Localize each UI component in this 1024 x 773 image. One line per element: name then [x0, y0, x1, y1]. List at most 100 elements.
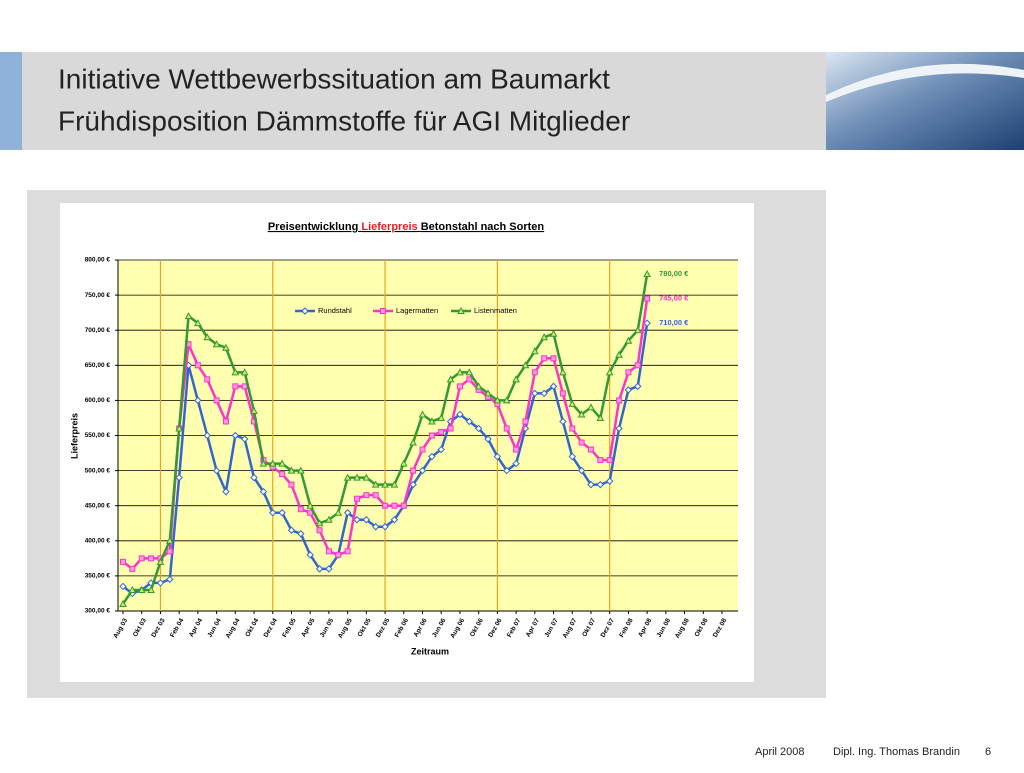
marker: [296, 466, 305, 474]
marker: [325, 565, 333, 573]
marker: [419, 446, 426, 453]
marker: [156, 557, 165, 565]
marker: [334, 508, 343, 516]
marker: [325, 548, 332, 555]
marker: [606, 457, 613, 464]
marker: [559, 368, 567, 376]
legend-label: Listenmatten: [474, 306, 517, 315]
marker: [409, 438, 417, 446]
marker: [597, 457, 604, 464]
marker: [502, 396, 511, 404]
marker: [549, 382, 558, 391]
marker: [633, 326, 642, 334]
slide-title: Initiative Wettbewerbssituation am Bauma…: [58, 63, 610, 94]
marker: [240, 435, 249, 443]
marker: [437, 445, 445, 454]
legend-marker: [457, 306, 465, 314]
marker: [513, 446, 520, 453]
marker: [306, 501, 315, 509]
marker: [569, 425, 576, 432]
y-tick-label: 600,00 €: [85, 397, 111, 404]
marker: [166, 575, 174, 584]
marker: [428, 452, 436, 461]
y-axis-label: Lieferpreis: [69, 413, 79, 459]
marker: [325, 515, 333, 523]
marker: [175, 473, 183, 482]
photo-roof: [826, 63, 1024, 102]
marker: [232, 383, 239, 390]
marker: [634, 382, 642, 391]
y-tick-label: 350,00 €: [85, 573, 111, 580]
marker: [493, 452, 502, 461]
marker: [512, 459, 520, 468]
marker: [250, 406, 258, 414]
y-tick-label: 650,00 €: [85, 362, 111, 369]
marker: [315, 519, 324, 527]
marker: [137, 585, 146, 593]
marker: [466, 376, 473, 383]
marker: [222, 418, 229, 425]
marker: [465, 417, 474, 426]
marker: [522, 418, 529, 425]
marker: [279, 471, 286, 478]
marker: [390, 516, 399, 524]
legend-label: Rundstahl: [318, 306, 352, 315]
marker: [203, 333, 212, 341]
marker: [372, 492, 379, 499]
marker: [596, 480, 605, 489]
marker: [605, 477, 614, 485]
marker: [531, 389, 539, 398]
marker: [605, 368, 614, 376]
y-tick-label: 550,00 €: [85, 432, 111, 439]
marker: [456, 410, 464, 419]
marker: [269, 509, 277, 517]
marker: [418, 410, 427, 418]
legend-marker: [380, 308, 386, 314]
marker: [287, 526, 296, 534]
y-tick-label: 700,00 €: [85, 327, 111, 334]
marker: [559, 390, 566, 397]
marker: [222, 343, 230, 351]
marker: [138, 555, 145, 562]
marker: [335, 551, 342, 558]
marker: [391, 502, 398, 509]
marker: [456, 383, 463, 390]
marker: [530, 347, 539, 355]
marker: [512, 375, 520, 383]
marker: [119, 582, 127, 591]
marker: [213, 397, 220, 404]
marker: [343, 473, 352, 481]
marker: [643, 269, 651, 278]
marker: [456, 368, 464, 376]
marker: [250, 473, 258, 482]
marker: [625, 369, 632, 376]
chart-title: Preisentwicklung Lieferpreis Betonstahl …: [268, 221, 545, 233]
marker: [540, 333, 549, 341]
marker: [418, 466, 427, 475]
marker: [615, 350, 623, 358]
marker: [203, 431, 211, 440]
marker: [288, 481, 295, 488]
marker: [148, 555, 155, 562]
marker: [231, 431, 240, 440]
marker: [577, 466, 586, 475]
slide-title: Frühdisposition Dämmstoffe für AGI Mitgl…: [58, 105, 630, 136]
marker: [474, 424, 483, 433]
marker: [353, 516, 361, 524]
data-label: 745,00 €: [659, 294, 689, 303]
marker: [353, 473, 361, 481]
marker: [577, 410, 586, 418]
marker: [390, 480, 399, 488]
marker: [306, 551, 314, 559]
marker: [381, 523, 389, 531]
marker: [447, 425, 454, 432]
marker: [549, 329, 558, 337]
marker: [240, 368, 249, 376]
marker: [474, 382, 483, 390]
marker: [120, 558, 126, 565]
marker: [568, 452, 576, 461]
marker: [550, 355, 557, 362]
y-tick-label: 800,00 €: [85, 257, 111, 264]
marker: [428, 432, 435, 439]
